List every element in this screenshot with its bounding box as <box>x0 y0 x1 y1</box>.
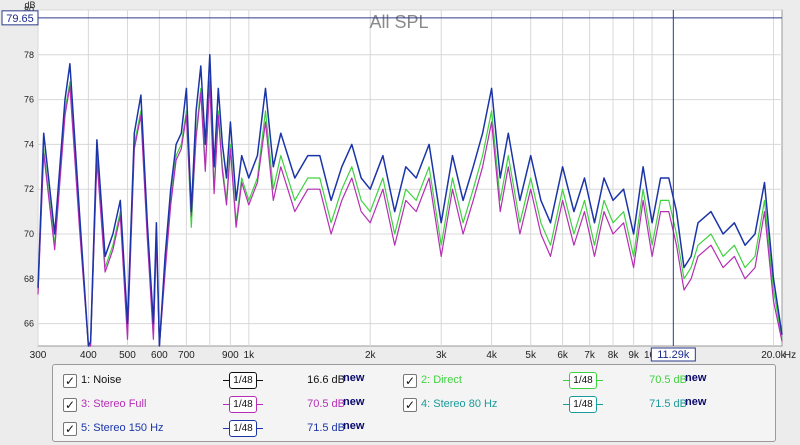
stereo-150-smoothing-label: 1/48 <box>229 420 257 437</box>
plot-background <box>37 9 783 347</box>
direct-label: 2: Direct <box>421 374 462 386</box>
legend-item-stereo-150[interactable]: ✓ 5: Stereo 150 Hz 1/48 71.5 dB new <box>63 419 393 439</box>
direct-smoothing-control[interactable]: 1/48 <box>563 371 603 391</box>
stereo-150-value: 71.5 dB <box>307 422 345 434</box>
y-axis-unit: dB <box>24 0 35 10</box>
noise-checkbox[interactable]: ✓ <box>63 374 77 388</box>
stereo-full-new-badge[interactable]: new <box>343 396 365 408</box>
direct-value: 70.5 dB <box>649 374 687 386</box>
y-tick-label: 66 <box>24 319 34 329</box>
x-tick-label: 20.0k <box>761 350 786 361</box>
spl-chart[interactable]: 66 68 70 72 74 76 78 80 300 400 500 600 700 900 1k 2k 3… <box>0 0 800 362</box>
stereo-full-checkbox[interactable]: ✓ <box>63 398 77 412</box>
x-tick-label: 8k <box>608 350 620 361</box>
stereo-150-checkbox[interactable]: ✓ <box>63 422 77 436</box>
legend-item-direct[interactable]: ✓ 2: Direct 1/48 70.5 dB new <box>403 371 763 391</box>
noise-label: 1: Noise <box>81 374 122 386</box>
stereo-80-new-badge[interactable]: new <box>685 396 707 408</box>
y-tick-label: 78 <box>24 50 34 60</box>
x-tick-label: 500 <box>119 350 136 361</box>
x-tick-label: 300 <box>30 350 47 361</box>
y-tick-label: 70 <box>24 229 34 239</box>
noise-value: 16.6 dB <box>307 374 345 386</box>
x-tick-label: 7k <box>584 350 596 361</box>
cursor-y-box <box>1 10 39 26</box>
direct-smoothing-label: 1/48 <box>569 372 597 389</box>
stereo-80-value: 71.5 dB <box>649 398 687 410</box>
stereo-full-smoothing-control[interactable]: 1/48 <box>223 395 263 415</box>
x-axis-ticks: 3004005006007009001k2k3k4k5k6k7k8k9k10k2… <box>30 350 787 361</box>
cursor-x-box <box>650 347 696 362</box>
stereo-80-smoothing-label: 1/48 <box>569 396 597 413</box>
legend: ✓ 1: Noise 1/48 16.6 dB new ✓ 2: Direct … <box>52 364 776 442</box>
cursor-x-readout: 11.29k <box>657 349 690 361</box>
series-line-stereo-150-hz <box>37 54 783 347</box>
x-axis-unit: Hz <box>784 350 796 361</box>
stereo-150-label: 5: Stereo 150 Hz <box>81 422 164 434</box>
series-line-stereo-full <box>37 81 783 347</box>
stereo-80-smoothing-control[interactable]: 1/48 <box>563 395 603 415</box>
stereo-full-label: 3: Stereo Full <box>81 398 147 410</box>
series-group <box>37 54 783 347</box>
y-tick-label: 76 <box>24 95 34 105</box>
x-tick-label: 2k <box>365 350 377 361</box>
cursor-y-readout: 79.65 <box>6 13 34 25</box>
direct-new-badge[interactable]: new <box>685 372 707 384</box>
legend-item-noise[interactable]: ✓ 1: Noise 1/48 16.6 dB new <box>63 371 393 391</box>
noise-new-badge[interactable]: new <box>343 372 365 384</box>
stereo-full-value: 70.5 dB <box>307 398 345 410</box>
stereo-80-checkbox[interactable]: ✓ <box>403 398 417 412</box>
x-tick-label: 3k <box>436 350 448 361</box>
stereo-150-new-badge[interactable]: new <box>343 420 365 432</box>
y-tick-label: 72 <box>24 184 34 194</box>
legend-item-stereo-80[interactable]: ✓ 4: Stereo 80 Hz 1/48 71.5 dB new <box>403 395 763 415</box>
cursor[interactable]: 79.65 11.29k <box>1 10 782 362</box>
stereo-150-smoothing-control[interactable]: 1/48 <box>223 419 263 439</box>
legend-item-stereo-full[interactable]: ✓ 3: Stereo Full 1/48 70.5 dB new <box>63 395 393 415</box>
noise-smoothing-label: 1/48 <box>229 372 257 389</box>
x-tick-label: 400 <box>80 350 97 361</box>
y-tick-label: 80 <box>24 5 34 15</box>
noise-smoothing-control[interactable]: 1/48 <box>223 371 263 391</box>
y-tick-label: 68 <box>24 274 34 284</box>
x-tick-label: 700 <box>178 350 195 361</box>
x-tick-label: 600 <box>151 350 168 361</box>
x-tick-label: 6k <box>557 350 569 361</box>
direct-checkbox[interactable]: ✓ <box>403 374 417 388</box>
chart-title: All SPL <box>369 12 428 32</box>
y-axis-ticks: 66 68 70 72 74 76 78 80 <box>24 5 34 329</box>
stereo-80-label: 4: Stereo 80 Hz <box>421 398 498 410</box>
stereo-full-smoothing-label: 1/48 <box>229 396 257 413</box>
grid-lines <box>37 9 782 346</box>
x-tick-label: 900 <box>222 350 239 361</box>
y-tick-label: 74 <box>24 139 34 149</box>
x-tick-label: 4k <box>486 350 498 361</box>
x-tick-label: 1k <box>244 350 256 361</box>
x-tick-label: 5k <box>525 350 537 361</box>
x-tick-label: 9k <box>628 350 640 361</box>
